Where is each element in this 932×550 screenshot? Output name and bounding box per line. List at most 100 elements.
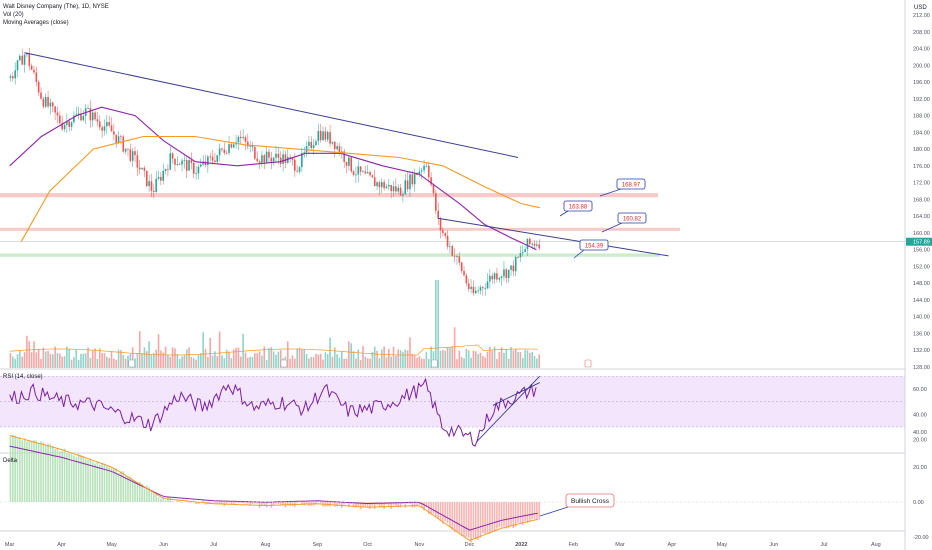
candle (98, 121, 101, 128)
rsi-panel[interactable] (0, 375, 905, 447)
delta-bar (89, 458, 92, 502)
price-callout (579, 239, 609, 251)
volume-bar (303, 349, 306, 368)
price-callout-label: 168.97 (622, 182, 641, 188)
volume-bar (96, 358, 99, 368)
candle (174, 158, 176, 165)
volume-bar (106, 356, 108, 368)
volume-bar (317, 354, 320, 368)
candle (505, 269, 508, 278)
delta-bar (94, 463, 96, 502)
candle (442, 230, 444, 233)
volume-bar (341, 351, 343, 368)
volume-bar (458, 350, 461, 368)
candle (392, 186, 395, 192)
volume-bar (399, 350, 402, 368)
candle (451, 246, 454, 256)
candle (430, 177, 432, 185)
delta-bar (272, 502, 275, 506)
volume-legend: Vol (20) (3, 12, 24, 18)
delta-bar (261, 502, 263, 506)
delta-bar (479, 502, 482, 538)
candle (489, 275, 491, 282)
volume-bar (536, 358, 538, 368)
bullish-cross-box (565, 493, 615, 508)
delta-bar (28, 440, 31, 502)
candle (444, 232, 447, 236)
candle (355, 174, 357, 176)
delta-bar (456, 502, 458, 531)
delta-bar (279, 502, 282, 506)
delta-bar (171, 501, 174, 502)
symbol-title: Walt Disney Company (The), 1D, NYSE (3, 4, 109, 10)
candle (110, 125, 113, 132)
candle (94, 112, 96, 120)
volume-bar (427, 358, 430, 368)
delta-bar (519, 502, 522, 524)
delta-panel[interactable]: Bullish Cross (0, 434, 905, 543)
volume-bar (127, 355, 129, 368)
candle (89, 108, 92, 121)
volume-bar (16, 354, 19, 368)
price-tick-label: 172.00 (913, 181, 930, 187)
candle (324, 131, 327, 140)
candle (310, 141, 313, 148)
price-tick-label: 180.00 (913, 147, 930, 153)
rsi-trendline-1 (475, 375, 541, 443)
time-axis[interactable]: Mar Apr May Jun Jul Aug Sep Oct Nov Dec 2022 Feb Mar… (5, 542, 881, 548)
volume-bar (221, 355, 223, 368)
volume-bar (406, 350, 409, 368)
candle (303, 152, 306, 154)
delta-bar (239, 502, 242, 503)
candle (359, 166, 362, 172)
volume-bar (477, 353, 479, 368)
candle (197, 166, 200, 174)
volume-bar (19, 350, 21, 368)
volume-bar (420, 358, 423, 368)
candle (113, 131, 115, 135)
candle (369, 172, 371, 176)
volume-bar (162, 352, 165, 368)
delta-tick-label: 40.00 (913, 430, 927, 436)
candle (204, 161, 207, 166)
delta-bar (157, 496, 160, 502)
candle (348, 157, 350, 166)
delta-bar (56, 448, 59, 502)
candle (336, 146, 338, 150)
price-panel[interactable]: 168.97 163.88 160.82 154.39 (0, 47, 905, 532)
volume-bar (308, 358, 310, 368)
candle (315, 141, 317, 146)
candle (87, 108, 89, 109)
candle (453, 255, 456, 257)
candle (294, 159, 296, 171)
delta-bar (136, 483, 139, 502)
delta-bar (291, 502, 294, 506)
candle (385, 186, 388, 189)
volume-bar (355, 358, 357, 368)
volume-bar (117, 349, 120, 368)
delta-bar (453, 502, 456, 533)
volume-bar (324, 352, 327, 368)
price-axis[interactable]: 128.00 132.00 136.00 140.00 144.00 148.00 152.… (904, 0, 932, 550)
price-tick-label: 188.00 (913, 114, 930, 120)
delta-bar (134, 481, 136, 502)
trendline-2 (437, 217, 669, 257)
candle (23, 54, 26, 65)
delta-bar (167, 497, 169, 502)
candle (491, 275, 494, 280)
volume-bar (87, 347, 89, 368)
delta-bar (35, 440, 38, 502)
volume-bar (120, 349, 122, 368)
volume-bar (432, 351, 435, 368)
volume-bar (237, 347, 240, 368)
delta-bar (122, 471, 125, 502)
volume-bar (254, 353, 256, 368)
volume-bar (169, 356, 172, 368)
candle (268, 151, 270, 158)
volume-bar (33, 341, 35, 368)
delta-bar (510, 502, 512, 526)
volume-bar (439, 350, 442, 368)
volume-bar (59, 353, 61, 368)
delta-bar (435, 502, 437, 517)
